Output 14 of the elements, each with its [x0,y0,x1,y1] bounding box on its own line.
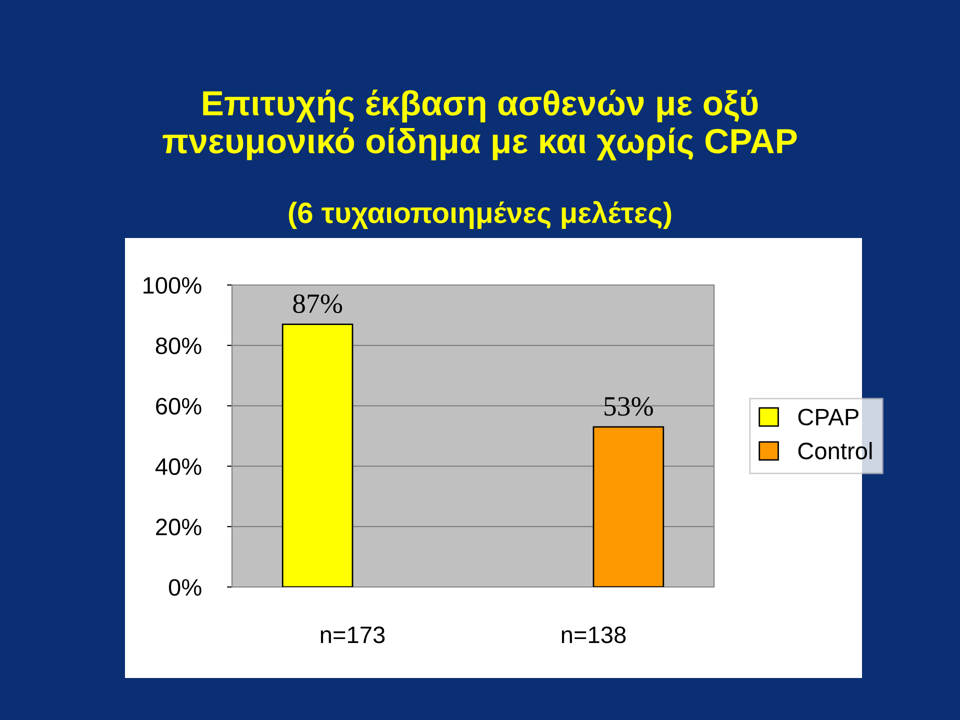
x-tick-label: n=173 [320,626,385,644]
y-tick-label: 100% [144,277,202,294]
legend-label: CPAP [798,408,858,426]
x-tick-label: n=138 [562,626,626,644]
y-tick-label: 40% [155,458,202,475]
y-tick-label: 80% [156,337,202,354]
data-label: 87% [293,294,342,314]
y-tick-label: 60% [156,398,202,415]
y-tick-label: 20% [156,518,202,536]
legend-label: Control [798,442,872,460]
y-tick-label: 0% [168,579,202,596]
chart-subtitle: (6 τυχαιοποιημένες μελέτες) [288,201,672,229]
data-label: 53% [604,396,653,416]
chart-title: Επιτυχής έκβαση ασθενών με οξύ πνευμονικό οίδημα με και χωρίς CPAP [162,90,797,160]
